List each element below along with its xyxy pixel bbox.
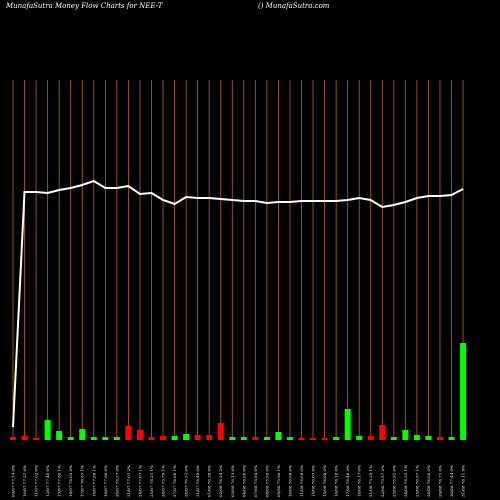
x-tick-label: 10/07 77.21 0% xyxy=(22,465,27,497)
bar xyxy=(425,436,432,440)
bar xyxy=(333,437,340,440)
bar xyxy=(113,437,120,440)
bar xyxy=(183,434,190,440)
bar xyxy=(33,438,40,440)
bar xyxy=(148,437,155,440)
bar xyxy=(344,409,351,440)
x-tick-label: 25/07 76.21 1% xyxy=(149,465,154,497)
bar xyxy=(310,438,317,440)
x-tick-label: 01/08 76.38 0% xyxy=(207,465,212,497)
x-tick-label: 16/08 76.18 0% xyxy=(334,465,339,497)
bar xyxy=(252,437,259,440)
x-tick-label: 09/08 75.96 1% xyxy=(276,465,281,497)
bar xyxy=(44,420,51,440)
bar xyxy=(402,430,409,440)
x-tick-label: 14/08 76.07 0% xyxy=(311,465,316,497)
bar xyxy=(67,437,74,440)
x-tick-label: 04/08 76.08 0% xyxy=(241,465,246,497)
x-tick-label: 24/08 76.31 1% xyxy=(403,465,408,497)
x-tick-label: 10/08 76.06 0% xyxy=(287,465,292,497)
bar xyxy=(448,437,455,440)
x-tick-label: 13/07 77.86 1% xyxy=(57,465,62,497)
bar xyxy=(229,437,236,440)
bar xyxy=(286,437,293,440)
bar xyxy=(136,430,143,440)
chart-title: MunafaSutra Money Flow Charts for NEE-T xyxy=(5,2,164,10)
x-tick-label: 30/08 77.44 0% xyxy=(449,465,454,497)
x-tick-label: 15/08 76.08 0% xyxy=(322,465,327,497)
bar xyxy=(390,437,397,440)
bar xyxy=(217,423,224,440)
bar xyxy=(160,436,167,440)
bar xyxy=(367,436,374,440)
x-tick-label: 17/07 78.55 1% xyxy=(80,465,85,497)
x-tick-label: 24/07 77.07 1% xyxy=(137,465,142,497)
x-tick-label: 09/07 77.14 0% xyxy=(11,465,16,497)
bar xyxy=(413,435,420,440)
x-tick-label: 20/07 78.27 0% xyxy=(114,465,119,497)
bar xyxy=(298,438,305,440)
x-tick-label: 17/08 76.46 3% xyxy=(345,465,350,497)
x-tick-label: 07/08 75.84 0% xyxy=(253,465,258,497)
bar xyxy=(206,435,213,440)
x-tick-label: 25/08 76.57 1% xyxy=(414,465,419,497)
x-tick-label: 28/08 76.66 0% xyxy=(426,465,431,497)
x-tick-label: 14/07 78.05 0% xyxy=(68,465,73,497)
bar xyxy=(194,435,201,440)
x-tick-label: 31/08 78.11 9% xyxy=(461,465,466,497)
x-tick-label: 21/08 75.29 1% xyxy=(368,465,373,497)
bar xyxy=(171,436,178,440)
bar xyxy=(263,437,270,440)
bar xyxy=(125,426,132,440)
x-tick-label: 28/07 76.51 0% xyxy=(184,465,189,497)
bar xyxy=(79,429,86,440)
x-tick-label: 18/08 76.17 0% xyxy=(357,465,362,497)
x-tick-label: 02/08 76.24 2% xyxy=(218,465,223,497)
bar xyxy=(240,437,247,440)
bar xyxy=(90,437,97,440)
bar xyxy=(460,343,467,440)
bar xyxy=(21,436,28,440)
bar xyxy=(379,425,386,440)
bar xyxy=(10,437,16,440)
x-tick-label: 29/08 76.71 0% xyxy=(437,465,442,497)
x-tick-label: 08/08 75.99 0% xyxy=(264,465,269,497)
x-tick-label: 22/08 75.57 2% xyxy=(380,465,385,497)
x-tick-label: 11/08 76.09 0% xyxy=(299,465,304,497)
bar xyxy=(275,432,282,440)
bar xyxy=(356,436,363,440)
x-tick-label: 03/08 76.13 0% xyxy=(230,465,235,497)
bar xyxy=(321,438,328,440)
price-line xyxy=(12,179,464,428)
x-tick-label: 18/07 77.99 1% xyxy=(91,465,96,497)
x-tick-label: 23/08 75.91 0% xyxy=(391,465,396,497)
x-tick-label: 12/07 77.48 0% xyxy=(45,465,50,497)
chart-subtitle: () MunafaSutra.com xyxy=(258,2,330,10)
x-tick-label: 11/07 77.02 0% xyxy=(34,465,39,497)
x-tick-label: 21/07 77.01 2% xyxy=(126,465,131,497)
x-tick-label: 26/07 75.79 1% xyxy=(161,465,166,497)
bar xyxy=(56,431,63,440)
x-tick-label: 31/07 76.49 0% xyxy=(195,465,200,497)
x-tick-label: 19/07 77.96 0% xyxy=(103,465,108,497)
bar xyxy=(102,437,109,440)
x-tick-label: 27/07 76.66 1% xyxy=(172,465,177,497)
bar xyxy=(436,437,443,440)
